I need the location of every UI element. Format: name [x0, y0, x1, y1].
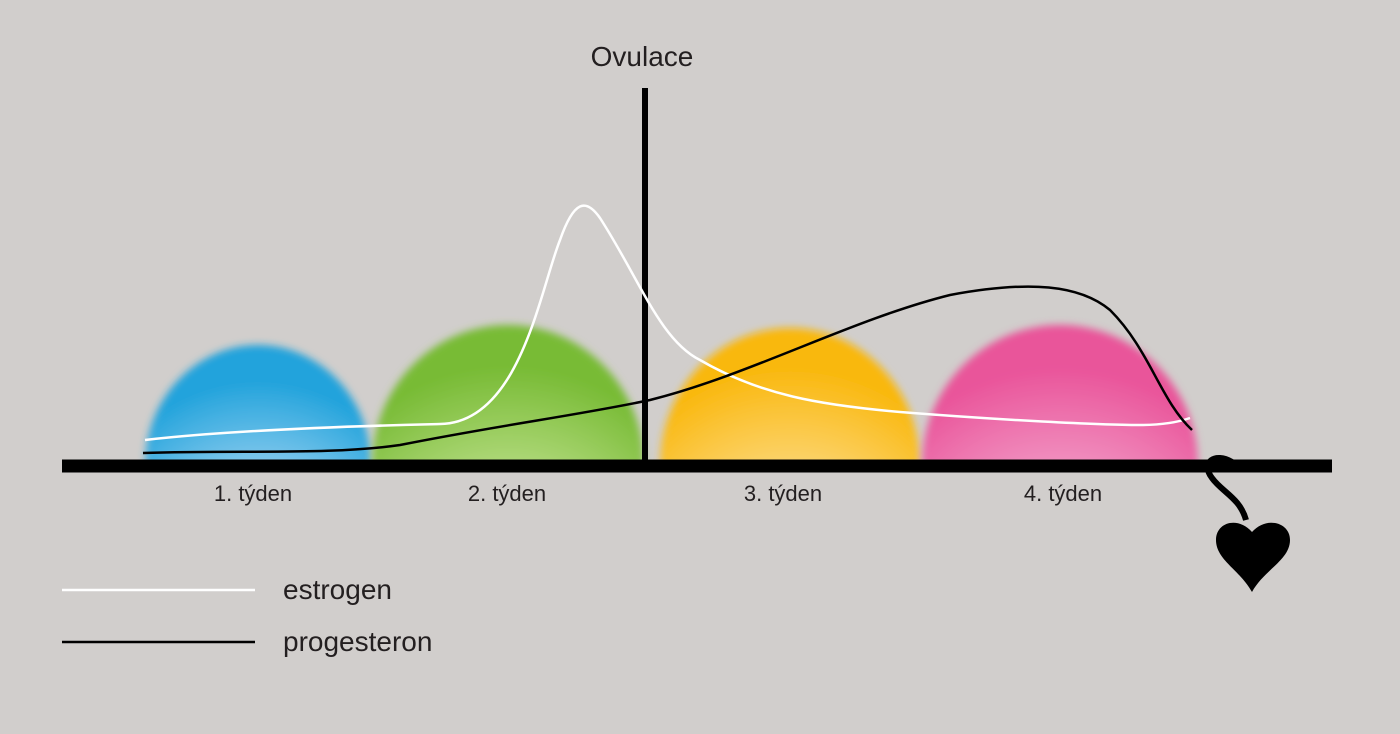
dome-week-4 [922, 325, 1198, 462]
estrogen-curve [144, 204, 1191, 442]
heart-icon [1216, 522, 1290, 592]
week-label: 4. týden [1024, 481, 1102, 506]
dome-week-1 [145, 345, 371, 462]
week-domes [145, 325, 1198, 462]
week-label: 1. týden [214, 481, 292, 506]
progesterone-curve [142, 285, 1193, 455]
week-labels: 1. týden 2. týden 3. týden 4. týden [214, 481, 1102, 506]
legend-label: progesteron [283, 626, 432, 657]
ovulation-label: Ovulace [591, 41, 694, 72]
heart-stem [1204, 455, 1249, 521]
dome-week-2 [372, 325, 644, 462]
week-label: 2. týden [468, 481, 546, 506]
legend-label: estrogen [283, 574, 392, 605]
week-label: 3. týden [744, 481, 822, 506]
